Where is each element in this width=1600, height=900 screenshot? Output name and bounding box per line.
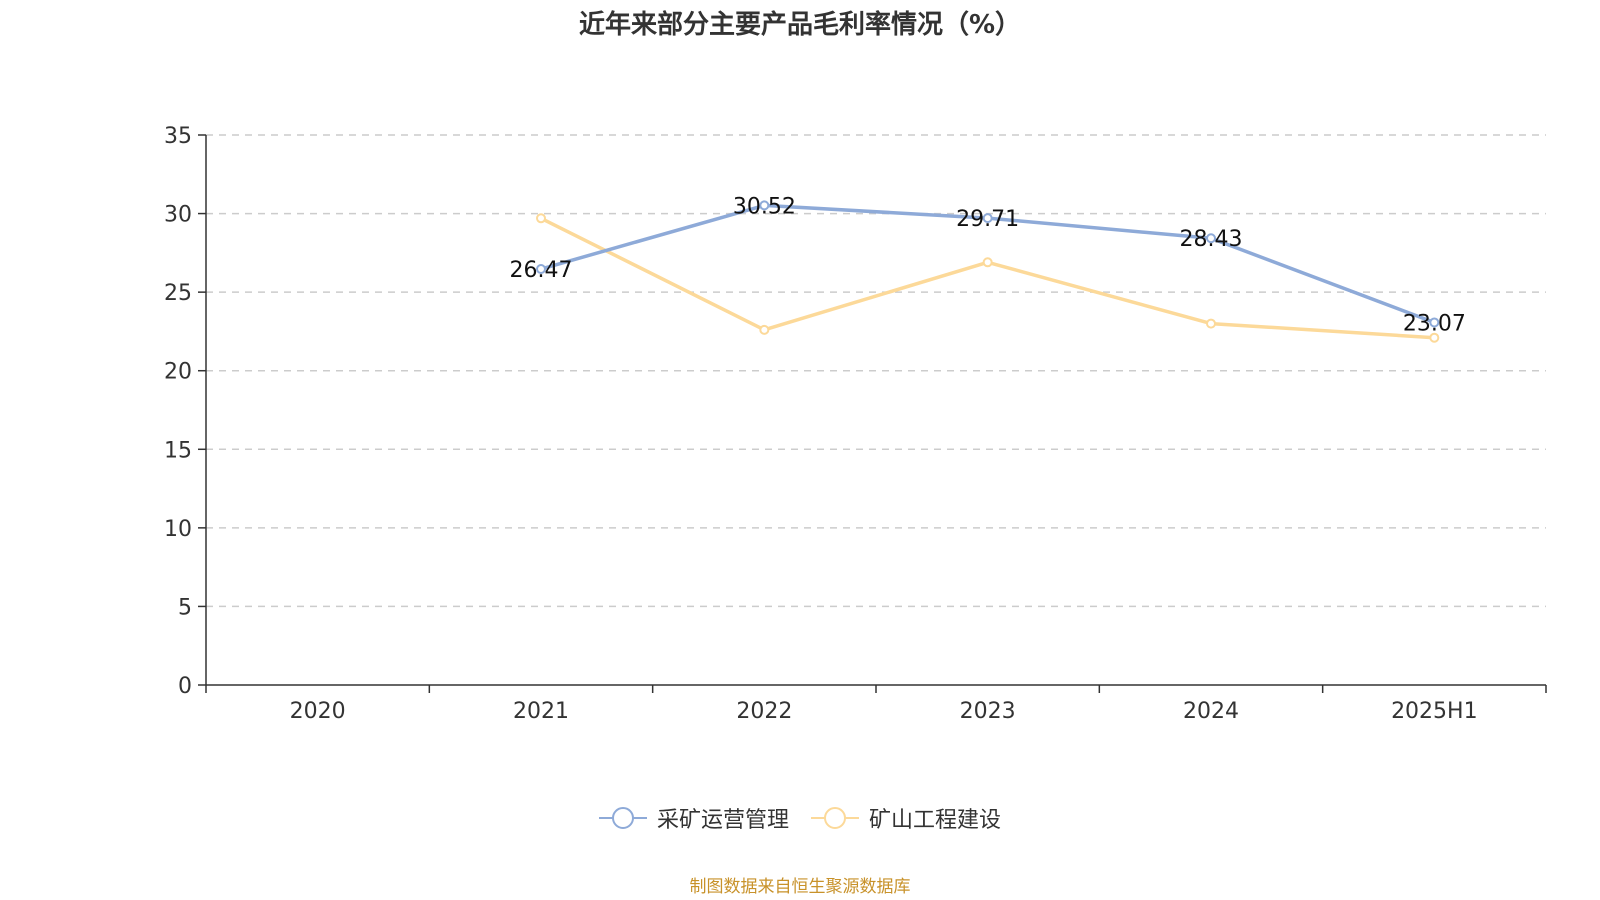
y-tick-label: 5: [178, 595, 192, 620]
y-tick-label: 30: [164, 203, 192, 228]
x-tick-label: 2022: [736, 699, 792, 724]
legend-item-series-1[interactable]: 矿山工程建设: [811, 802, 1001, 834]
x-tick-label: 2021: [513, 699, 569, 724]
axes: 0 5 10 15 20 25 30 35 2020 2021 2022 2023 2024 2025H1: [164, 124, 1547, 724]
data-point: [536, 264, 546, 275]
data-point: [982, 213, 993, 224]
y-tick-label: 10: [164, 517, 192, 542]
data-point: [536, 213, 546, 224]
data-label: 30.52: [733, 194, 796, 219]
data-label: 23.07: [1403, 311, 1466, 336]
legend-label: 采矿运营管理: [656, 808, 789, 833]
legend-label: 矿山工程建设: [869, 808, 1002, 833]
data-label: 28.43: [1180, 227, 1243, 252]
data-point: [759, 200, 770, 211]
data-point: [759, 324, 770, 335]
data-point: [1429, 317, 1440, 328]
x-tick-label: 2024: [1183, 699, 1239, 724]
source-note: 制图数据来自恒生聚源数据库: [689, 877, 911, 897]
data-point: [982, 257, 993, 268]
y-tick-label: 20: [164, 360, 192, 385]
data-label: 26.47: [510, 258, 573, 283]
series-line-1: [540, 216, 1435, 340]
legend: 采矿运营管理 矿山工程建设: [0, 802, 1600, 834]
chart-title: 近年来部分主要产品毛利率情况（%）: [578, 10, 1022, 40]
y-tick-label: 0: [178, 674, 192, 699]
x-tick-label: 2025H1: [1391, 699, 1478, 724]
data-point: [1429, 332, 1440, 343]
grid-lines: [206, 134, 1546, 608]
x-tick-label: 2020: [290, 699, 346, 724]
data-labels: 26.47 30.52 29.71 28.43 23.07: [510, 194, 1466, 336]
y-tick-label: 25: [164, 281, 192, 306]
legend-item-series-0[interactable]: 采矿运营管理: [598, 802, 789, 834]
series-lines: [536, 200, 1440, 343]
data-point: [1206, 233, 1216, 244]
data-label: 29.71: [956, 207, 1019, 232]
legend-line-circle-icon: [811, 807, 859, 829]
y-tick-label: 35: [164, 124, 192, 149]
data-point: [1206, 318, 1216, 329]
y-tick-label: 15: [164, 438, 192, 463]
legend-line-circle-icon: [598, 807, 647, 829]
x-tick-label: 2023: [960, 699, 1016, 724]
